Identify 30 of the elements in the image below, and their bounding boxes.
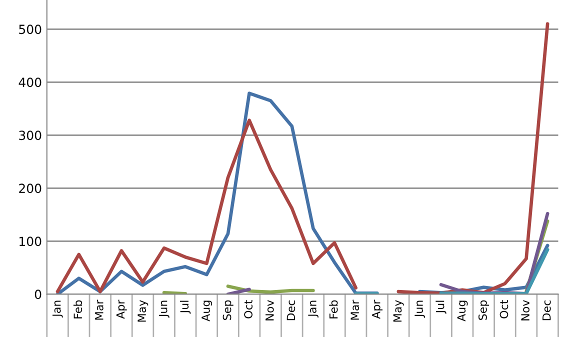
x-tick-label: Oct: [244, 300, 253, 318]
x-tick-label: Mar: [350, 300, 360, 320]
x-tick-label: Apr: [116, 300, 127, 319]
y-tick-label: 500: [19, 24, 42, 34]
x-tick-label: Feb: [329, 300, 338, 318]
x-tick-label: Apr: [372, 300, 383, 319]
x-tick-label: Dec: [542, 300, 551, 320]
x-tick-label: Aug: [202, 300, 212, 322]
x-tick-label: Jul: [180, 300, 191, 314]
y-tick-label: 100: [20, 236, 42, 246]
x-tick-label: Nov: [521, 300, 530, 320]
x-tick-label: May: [138, 300, 148, 322]
x-tick-label: Feb: [73, 300, 82, 318]
x-tick-label: Sep: [222, 300, 234, 320]
y-tick-label: 300: [19, 130, 42, 140]
y-tick-label: 200: [19, 184, 42, 194]
x-tick-label: Mar: [95, 300, 104, 320]
x-tick-label: Jan: [52, 300, 63, 318]
x-tick-label: May: [393, 300, 404, 322]
y-tick-label: 0: [34, 290, 42, 300]
x-tick-label: Dec: [286, 300, 296, 320]
x-tick-label: Jun: [159, 300, 170, 318]
x-tick-label: Jan: [308, 300, 318, 318]
x-tick-label: Jun: [414, 300, 426, 318]
x-tick-label: Oct: [500, 300, 508, 318]
x-tick-label: Sep: [478, 300, 490, 320]
y-tick-label: 400: [18, 78, 42, 88]
x-tick-label: Jul: [436, 300, 446, 314]
x-tick-label: Nov: [266, 300, 274, 320]
x-tick-label: Aug: [457, 300, 468, 322]
